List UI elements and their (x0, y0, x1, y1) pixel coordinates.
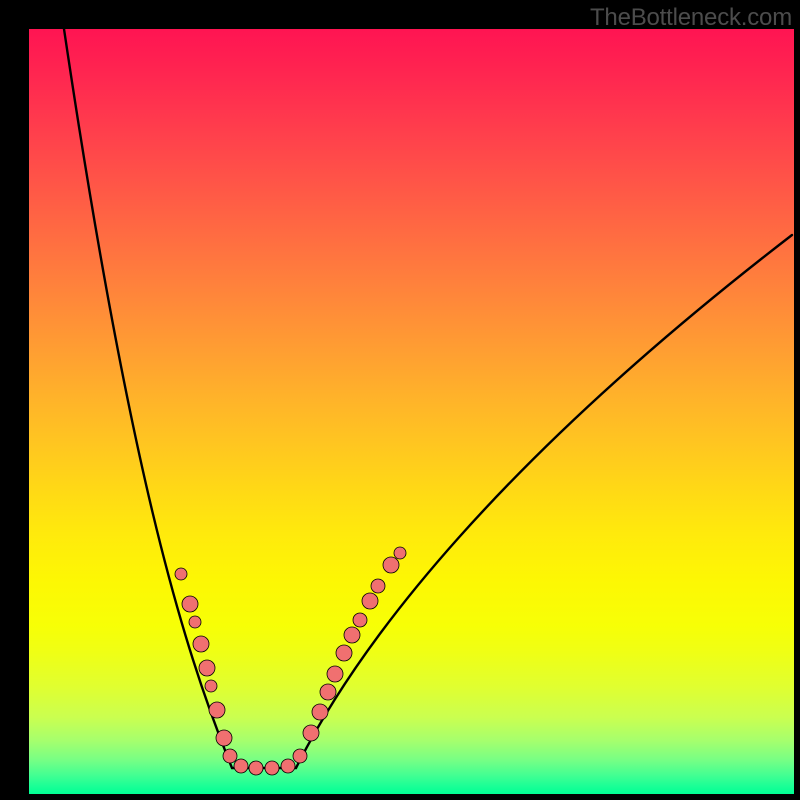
data-marker (320, 684, 336, 700)
data-marker (193, 636, 209, 652)
data-marker (362, 593, 378, 609)
data-marker (249, 761, 263, 775)
plot-area (29, 29, 794, 794)
watermark-text: TheBottleneck.com (590, 4, 792, 32)
data-marker (344, 627, 360, 643)
data-marker (199, 660, 215, 676)
bottleneck-curve (64, 29, 792, 768)
data-marker (205, 680, 217, 692)
data-marker (371, 579, 385, 593)
marker-group (175, 547, 406, 775)
data-marker (182, 596, 198, 612)
data-marker (281, 759, 295, 773)
data-marker (209, 702, 225, 718)
data-marker (265, 761, 279, 775)
data-marker (175, 568, 187, 580)
data-marker (312, 704, 328, 720)
data-marker (353, 613, 367, 627)
data-marker (223, 749, 237, 763)
data-marker (383, 557, 399, 573)
data-marker (394, 547, 406, 559)
data-marker (234, 759, 248, 773)
data-marker (293, 749, 307, 763)
data-marker (303, 725, 319, 741)
data-marker (216, 730, 232, 746)
data-marker (336, 645, 352, 661)
data-marker (189, 616, 201, 628)
data-marker (327, 666, 343, 682)
chart-overlay-svg (29, 29, 794, 794)
